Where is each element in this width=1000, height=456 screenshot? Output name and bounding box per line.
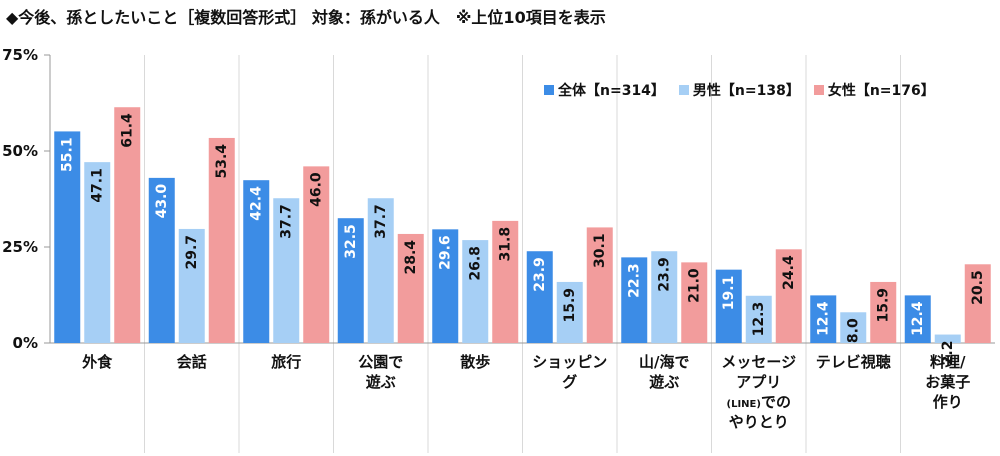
data-label: 32.5	[343, 224, 359, 259]
legend-label-male: 男性【n=138】	[692, 83, 800, 99]
y-tick-label: 50%	[2, 142, 38, 160]
y-tick-label: 0%	[13, 334, 38, 352]
bar	[810, 295, 837, 343]
bar	[775, 249, 802, 343]
bar	[462, 240, 489, 343]
bar	[243, 180, 270, 343]
legend-swatch-male	[678, 85, 689, 95]
bar	[715, 269, 742, 343]
data-label: 53.4	[214, 144, 230, 179]
data-label: 24.4	[781, 255, 797, 290]
bar	[367, 198, 394, 343]
data-label: 15.9	[875, 288, 891, 323]
category-label: 旅行	[271, 353, 301, 371]
data-label: 55.1	[59, 137, 75, 172]
legend-item-female: 女性【n=176】	[813, 80, 935, 100]
y-tick-label: 75%	[2, 46, 38, 64]
legend-item-all: 全体【n=314】	[544, 80, 665, 100]
data-label: 2.2	[940, 341, 956, 366]
legend-label-female: 女性【n=176】	[827, 83, 935, 99]
legend: 全体【n=314】 男性【n=138】 女性【n=176】	[544, 80, 935, 100]
data-label: 19.1	[721, 276, 737, 311]
data-label: 46.0	[308, 172, 324, 207]
data-label: 23.9	[656, 257, 672, 292]
bar	[178, 228, 205, 343]
bar	[586, 227, 613, 343]
category-label: (LINE)での	[727, 393, 791, 411]
data-label: 15.9	[562, 288, 578, 323]
data-label: 43.0	[154, 184, 170, 219]
category-label: グ	[562, 373, 577, 391]
legend-item-male: 男性【n=138】	[678, 80, 800, 100]
data-label: 12.4	[910, 301, 926, 336]
legend-label-all: 全体【n=314】	[558, 83, 665, 99]
category-label: 遊ぶ	[649, 373, 679, 391]
category-label: ショッピン	[532, 353, 607, 371]
category-label: 散歩	[460, 353, 490, 371]
bar	[54, 131, 81, 343]
bar	[870, 281, 897, 343]
legend-swatch-female	[813, 85, 824, 95]
data-label: 23.9	[532, 257, 548, 292]
category-label: 外食	[81, 353, 113, 371]
bar	[840, 312, 867, 343]
chart-title: ◆今後、孫としたいこと［複数回答形式］ 対象：孫がいる人 ※上位10項目を表示	[6, 8, 606, 27]
legend-swatch-all	[544, 85, 554, 95]
bar	[148, 177, 175, 343]
bar	[114, 107, 141, 343]
data-label: 37.7	[278, 204, 294, 239]
category-label: お菓子	[925, 373, 970, 391]
category-label: メッセージ	[721, 353, 796, 371]
category-label: 作り	[933, 393, 963, 411]
category-label: 山/海で	[639, 353, 689, 371]
data-label: 22.3	[626, 263, 642, 298]
data-label: 42.4	[248, 186, 264, 221]
data-label: 26.8	[467, 246, 483, 281]
data-label: 37.7	[373, 204, 389, 239]
bar	[492, 220, 519, 343]
bar	[904, 295, 931, 343]
bar	[556, 281, 583, 343]
category-label: 公園で	[358, 353, 403, 371]
data-label: 30.1	[592, 233, 608, 268]
bar	[621, 257, 648, 343]
data-label: 12.3	[751, 302, 767, 337]
category-label: やりとり	[729, 413, 789, 431]
data-label: 29.6	[437, 235, 453, 270]
bar	[84, 162, 111, 343]
data-label: 47.1	[89, 168, 105, 203]
data-label: 61.4	[119, 113, 135, 148]
bar	[934, 334, 961, 343]
y-tick-label: 25%	[2, 238, 38, 256]
bar	[273, 198, 300, 343]
bar	[337, 218, 364, 343]
bar	[681, 262, 708, 343]
data-label: 29.7	[184, 235, 200, 270]
data-label: 20.5	[970, 270, 986, 305]
category-label: 遊ぶ	[366, 373, 396, 391]
category-label: アプリ	[736, 373, 781, 391]
bar	[651, 251, 678, 343]
bar	[397, 233, 424, 343]
data-label: 8.0	[845, 318, 861, 343]
bar	[964, 264, 991, 343]
bar	[526, 251, 553, 343]
bar	[432, 229, 459, 343]
bar	[208, 137, 235, 343]
data-label: 12.4	[815, 301, 831, 336]
category-label: 会話	[177, 353, 207, 371]
bar	[745, 295, 772, 343]
bar	[303, 166, 330, 343]
data-label: 21.0	[686, 268, 702, 303]
category-label: 料理/	[930, 353, 966, 371]
data-label: 31.8	[497, 227, 513, 262]
data-label: 28.4	[403, 240, 419, 275]
category-label: テレビ視聴	[816, 353, 891, 371]
